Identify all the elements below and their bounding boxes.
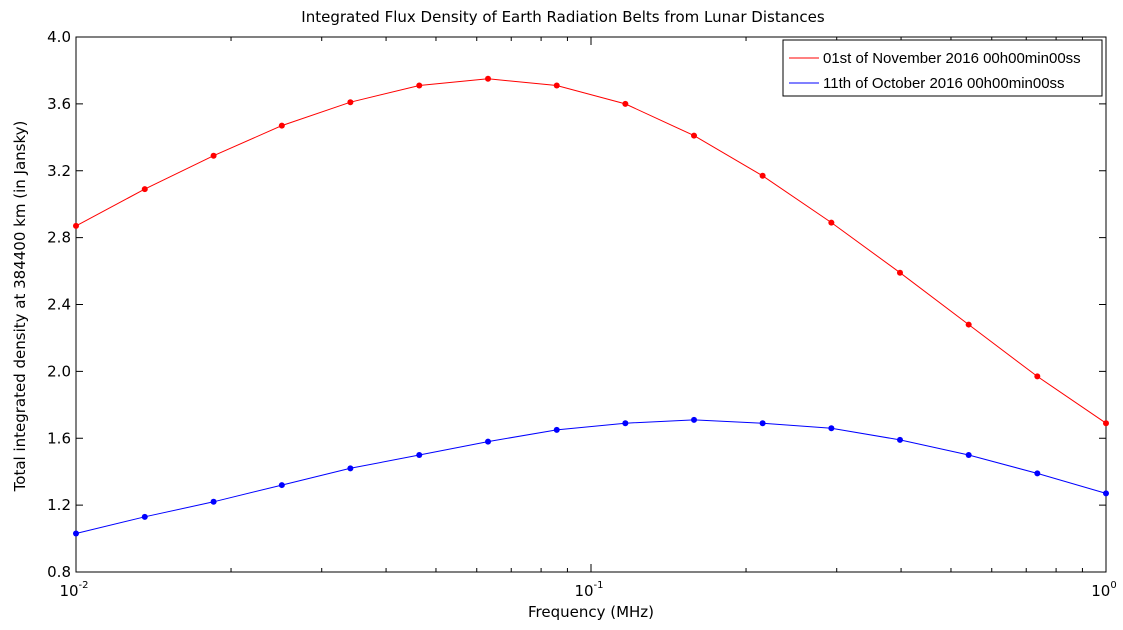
x-tick-base: 10 [59,582,78,600]
data-point-2 [622,420,629,427]
y-tick-label: 1.2 [47,496,71,514]
data-point-2 [485,438,492,445]
data-point-1 [485,75,492,82]
data-point-1 [141,186,148,193]
data-point-2 [759,420,766,427]
data-point-1 [347,99,354,106]
legend-label-1: 01st of November 2016 00h00min00ss [823,50,1081,67]
plot-area: 0.81.21.62.02.42.83.23.64.010-2 10-1 100 [47,28,1117,600]
y-tick-label: 0.8 [47,563,71,581]
y-tick-label: 1.6 [47,429,71,447]
y-tick-label: 2.4 [47,296,71,314]
data-point-1 [828,219,835,226]
data-point-1 [965,321,972,328]
chart-title: Integrated Flux Density of Earth Radiati… [301,8,825,26]
x-tick-exponent: -2 [79,580,89,591]
x-axis-title: Frequency (MHz) [528,603,654,621]
x-tick-label: 10-2 [59,580,88,600]
x-tick-exponent: 0 [1110,580,1116,591]
data-point-2 [141,513,148,520]
series-line-1 [75,78,1107,424]
data-point-1 [278,122,285,129]
y-tick-label: 4.0 [47,28,71,46]
data-point-2 [347,465,354,472]
x-tick-label: 10-1 [574,580,603,600]
series-line-2 [75,419,1107,534]
x-tick-label: 100 [1091,580,1116,600]
data-point-1 [73,222,79,229]
y-tick-label: 2.0 [47,362,71,380]
data-point-1 [622,100,629,107]
legend-box [782,39,1103,97]
plot-frame [75,36,1107,573]
data-point-2 [1034,470,1041,477]
y-tick-label: 2.8 [47,229,71,247]
data-point-1 [896,269,903,276]
data-point-1 [1034,373,1041,380]
data-point-2 [416,451,423,458]
data-point-1 [416,82,423,89]
x-tick-base: 10 [1091,582,1110,600]
x-tick-exponent: -1 [594,580,604,591]
data-point-2 [73,530,79,537]
data-point-1 [691,132,698,139]
y-tick-label: 3.2 [47,162,71,180]
data-point-2 [896,436,903,443]
data-point-2 [691,416,698,423]
y-axis-title: Total integrated density at 384400 km (i… [11,121,29,493]
data-point-2 [553,426,560,433]
data-point-1 [210,152,217,159]
legend-label-2: 11th of October 2016 00h00min00ss [823,75,1065,92]
data-point-2 [965,451,972,458]
data-point-2 [278,482,285,489]
data-point-1 [759,172,766,179]
data-point-1 [1103,420,1109,427]
y-tick-label: 3.6 [47,95,71,113]
data-point-1 [553,82,560,89]
x-tick-base: 10 [574,582,593,600]
data-point-2 [210,498,217,505]
legend: 01st of November 2016 00h00min00ss 11th o… [782,39,1103,97]
data-point-2 [1103,490,1109,497]
data-point-2 [828,425,835,432]
